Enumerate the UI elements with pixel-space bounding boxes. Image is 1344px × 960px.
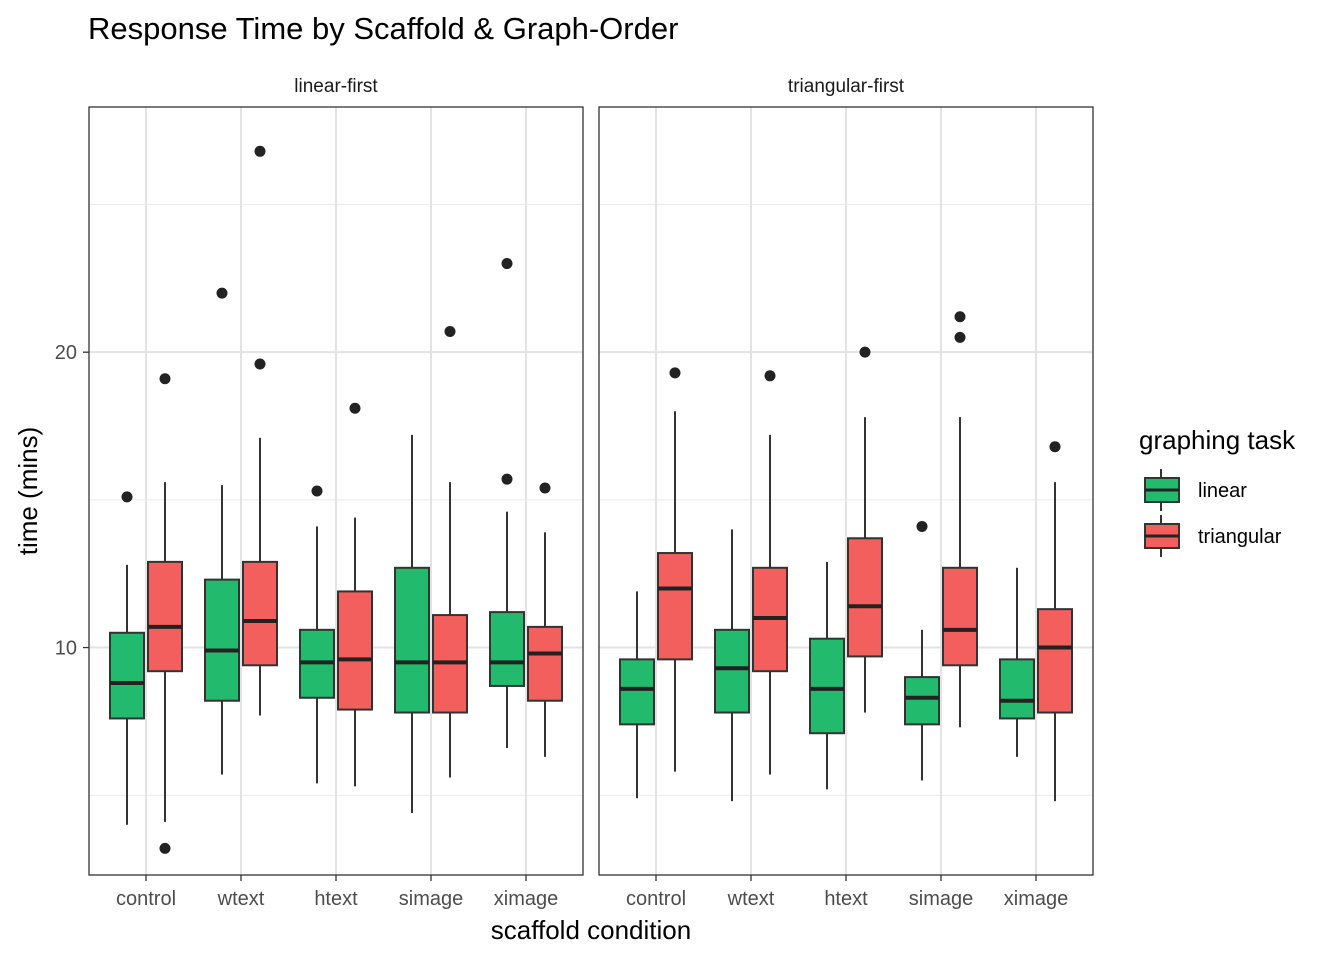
outlier-point: [254, 358, 266, 370]
box-simage-triangular: [942, 311, 978, 728]
box-wtext-linear: [204, 287, 240, 775]
outlier-point: [954, 311, 966, 323]
outlier-point: [1049, 441, 1061, 453]
chart-title: Response Time by Scaffold & Graph-Order: [88, 11, 678, 46]
x-tick-label: htext: [314, 888, 358, 910]
facet-strip-label: linear-first: [294, 76, 378, 97]
box-control-linear: [109, 491, 145, 825]
x-tick-label: wtext: [217, 888, 265, 910]
box-ximage-linear: [489, 258, 525, 748]
facet-panel-linear-first: linear-first control wtext htext simage ximag…: [88, 76, 584, 910]
facet-strip-label: triangular-first: [788, 76, 905, 97]
facet-panels: linear-first control wtext htext simage ximag…: [55, 76, 1094, 910]
y-axis-title: time (mins): [13, 427, 43, 556]
legend-key-linear: linear: [1144, 469, 1247, 511]
legend-label: linear: [1198, 480, 1247, 502]
x-tick-label: ximage: [1004, 888, 1068, 910]
box-body: [109, 631, 145, 720]
outlier-point: [501, 258, 513, 270]
outlier-point: [669, 367, 681, 379]
box-simage-linear: [904, 520, 940, 781]
gridlines: [89, 107, 583, 875]
box-body: [489, 611, 525, 687]
box-simage-linear: [394, 434, 430, 813]
box-htext-triangular: [847, 346, 883, 713]
box-control-triangular: [657, 367, 693, 772]
x-axis-title: scaffold condition: [491, 915, 691, 945]
box-wtext-triangular: [752, 370, 788, 775]
box-body: [942, 566, 978, 667]
box-htext-triangular: [337, 402, 373, 787]
outlier-point: [159, 373, 171, 385]
outlier-point: [954, 331, 966, 343]
legend-label: triangular: [1198, 526, 1282, 548]
outlier-point: [539, 482, 551, 494]
x-tick-label: control: [626, 888, 686, 910]
box-body: [619, 658, 655, 726]
outlier-point: [764, 370, 776, 382]
box-ximage-triangular: [527, 482, 563, 757]
outlier-point: [121, 491, 133, 503]
y-tick-label: 20: [55, 342, 77, 364]
outlier-point: [311, 485, 323, 497]
box-control-triangular: [147, 373, 183, 854]
box-ximage-triangular: [1037, 441, 1073, 802]
box-body: [242, 560, 278, 667]
outlier-point: [159, 842, 171, 854]
facet-panel-triangular-first: triangular-first control wtext htext simage x…: [598, 76, 1094, 910]
outlier-point: [254, 145, 266, 157]
gridlines: [599, 107, 1093, 875]
box-body: [147, 560, 183, 673]
box-body: [394, 566, 430, 714]
box-simage-triangular: [432, 325, 468, 778]
box-body: [527, 625, 563, 702]
legend: graphing task linear triangular: [1139, 425, 1296, 557]
box-body: [204, 578, 240, 702]
outlier-point: [501, 473, 513, 485]
legend-title: graphing task: [1139, 425, 1296, 455]
outlier-point: [859, 346, 871, 358]
box-body: [999, 658, 1035, 720]
outlier-point: [916, 520, 928, 532]
outlier-point: [349, 402, 361, 414]
box-body: [904, 676, 940, 726]
box-wtext-triangular: [242, 145, 278, 716]
x-tick-label: ximage: [494, 888, 558, 910]
box-htext-linear: [299, 485, 335, 784]
box-htext-linear: [809, 561, 845, 790]
legend-key-triangular: triangular: [1144, 515, 1282, 557]
legend-keys: linear triangular: [1144, 469, 1282, 557]
box-body: [657, 552, 693, 661]
box-body: [337, 590, 373, 711]
y-tick-label: 10: [55, 638, 77, 660]
box-body: [847, 537, 883, 658]
x-tick-label: simage: [909, 888, 973, 910]
outlier-point: [216, 287, 228, 299]
box-body: [809, 637, 845, 735]
outlier-point: [444, 325, 456, 337]
box-control-linear: [619, 591, 655, 799]
box-body: [1037, 608, 1073, 714]
x-tick-label: htext: [824, 888, 868, 910]
box-wtext-linear: [714, 529, 750, 802]
y-axis: 10 20: [55, 342, 89, 660]
box-body: [714, 628, 750, 714]
x-tick-label: wtext: [727, 888, 775, 910]
box-ximage-linear: [999, 567, 1035, 757]
x-tick-label: simage: [399, 888, 463, 910]
x-tick-label: control: [116, 888, 176, 910]
